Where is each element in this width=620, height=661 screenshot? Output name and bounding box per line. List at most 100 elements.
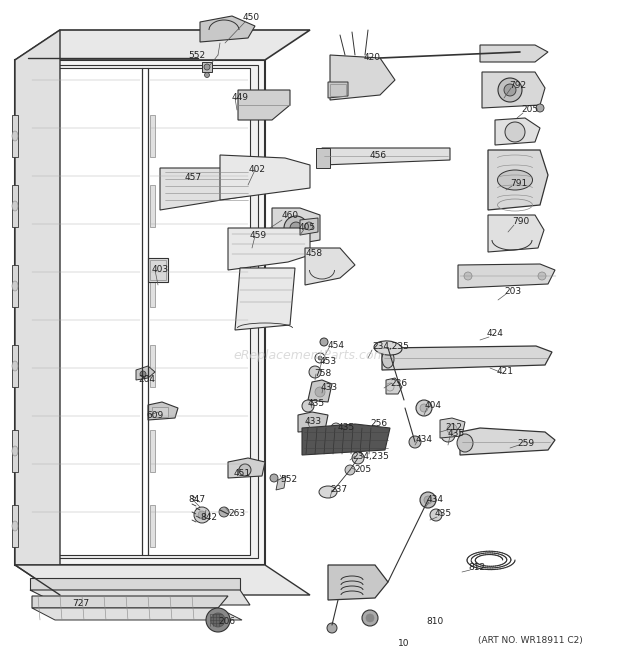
Circle shape <box>424 496 432 504</box>
Polygon shape <box>322 148 450 165</box>
Circle shape <box>447 424 457 434</box>
Text: 454: 454 <box>328 342 345 350</box>
Polygon shape <box>15 30 60 565</box>
Text: 424: 424 <box>487 329 504 338</box>
Text: 256: 256 <box>370 418 387 428</box>
Text: 433: 433 <box>305 416 322 426</box>
Text: 552: 552 <box>280 475 297 485</box>
Circle shape <box>205 73 210 77</box>
Text: 421: 421 <box>497 368 514 377</box>
Polygon shape <box>330 55 395 100</box>
Text: 453: 453 <box>320 356 337 366</box>
Text: 457: 457 <box>185 173 202 182</box>
Text: 459: 459 <box>250 231 267 241</box>
Text: 405: 405 <box>299 223 316 233</box>
Text: 450: 450 <box>243 13 260 22</box>
Text: 810: 810 <box>426 617 443 625</box>
Polygon shape <box>298 412 328 432</box>
Text: 402: 402 <box>249 165 266 175</box>
Circle shape <box>504 84 516 96</box>
Polygon shape <box>220 155 310 200</box>
Polygon shape <box>305 248 355 285</box>
Text: 212: 212 <box>445 422 462 432</box>
Polygon shape <box>12 265 18 307</box>
Text: 451: 451 <box>234 469 251 479</box>
Circle shape <box>320 338 328 346</box>
Text: 842: 842 <box>200 514 217 522</box>
Text: 403: 403 <box>152 266 169 274</box>
Circle shape <box>140 371 146 377</box>
Circle shape <box>441 428 455 442</box>
Polygon shape <box>15 30 310 60</box>
Text: 758: 758 <box>314 369 331 379</box>
Polygon shape <box>382 346 552 370</box>
Circle shape <box>366 614 374 622</box>
Ellipse shape <box>382 350 394 368</box>
Polygon shape <box>202 62 212 72</box>
Polygon shape <box>30 68 250 555</box>
Text: 435: 435 <box>435 510 452 518</box>
Circle shape <box>270 474 278 482</box>
Text: 204: 204 <box>138 375 155 385</box>
Ellipse shape <box>497 170 533 190</box>
Circle shape <box>206 608 230 632</box>
Polygon shape <box>148 402 178 420</box>
Circle shape <box>362 610 378 626</box>
Text: eReplacementParts.com: eReplacementParts.com <box>234 348 386 362</box>
Text: 435: 435 <box>448 428 465 438</box>
Circle shape <box>239 464 251 476</box>
Circle shape <box>409 436 421 448</box>
Polygon shape <box>488 215 544 252</box>
Ellipse shape <box>12 201 18 211</box>
Polygon shape <box>136 366 155 380</box>
Circle shape <box>284 216 308 240</box>
Polygon shape <box>148 258 168 282</box>
Bar <box>330 84 346 96</box>
Text: 206: 206 <box>218 617 235 627</box>
Polygon shape <box>150 430 155 472</box>
Polygon shape <box>12 345 18 387</box>
Ellipse shape <box>12 281 18 291</box>
Ellipse shape <box>319 486 337 498</box>
Circle shape <box>290 222 302 234</box>
Circle shape <box>204 64 210 70</box>
Circle shape <box>315 387 325 397</box>
Text: 205: 205 <box>521 106 538 114</box>
Circle shape <box>309 366 321 378</box>
Text: 434: 434 <box>427 494 444 504</box>
Text: 790: 790 <box>512 217 529 227</box>
Text: 237: 237 <box>330 485 347 494</box>
Text: (ART NO. WR18911 C2): (ART NO. WR18911 C2) <box>477 635 582 644</box>
Polygon shape <box>460 428 555 455</box>
Text: 727: 727 <box>72 598 89 607</box>
Text: 263: 263 <box>228 508 245 518</box>
Ellipse shape <box>12 361 18 371</box>
Text: 435: 435 <box>338 424 355 432</box>
Text: 259: 259 <box>517 438 534 447</box>
Polygon shape <box>30 590 250 605</box>
Circle shape <box>536 104 544 112</box>
Text: 203: 203 <box>504 286 521 295</box>
Circle shape <box>211 613 225 627</box>
Polygon shape <box>150 265 155 307</box>
Polygon shape <box>200 16 255 42</box>
Polygon shape <box>458 264 555 288</box>
Polygon shape <box>228 228 310 270</box>
Polygon shape <box>12 505 18 547</box>
Polygon shape <box>12 185 18 227</box>
Text: 10: 10 <box>398 639 409 648</box>
Circle shape <box>420 404 428 412</box>
Text: 552: 552 <box>188 50 205 59</box>
Text: 847: 847 <box>188 494 205 504</box>
Text: 460: 460 <box>282 210 299 219</box>
Text: 456: 456 <box>370 151 387 159</box>
Text: 812: 812 <box>468 563 485 572</box>
Polygon shape <box>228 458 265 478</box>
Circle shape <box>505 122 525 142</box>
Polygon shape <box>316 148 330 168</box>
Polygon shape <box>150 115 155 157</box>
Polygon shape <box>150 345 155 387</box>
Text: 234,235: 234,235 <box>352 451 389 461</box>
Bar <box>150 260 166 280</box>
Polygon shape <box>238 90 290 120</box>
